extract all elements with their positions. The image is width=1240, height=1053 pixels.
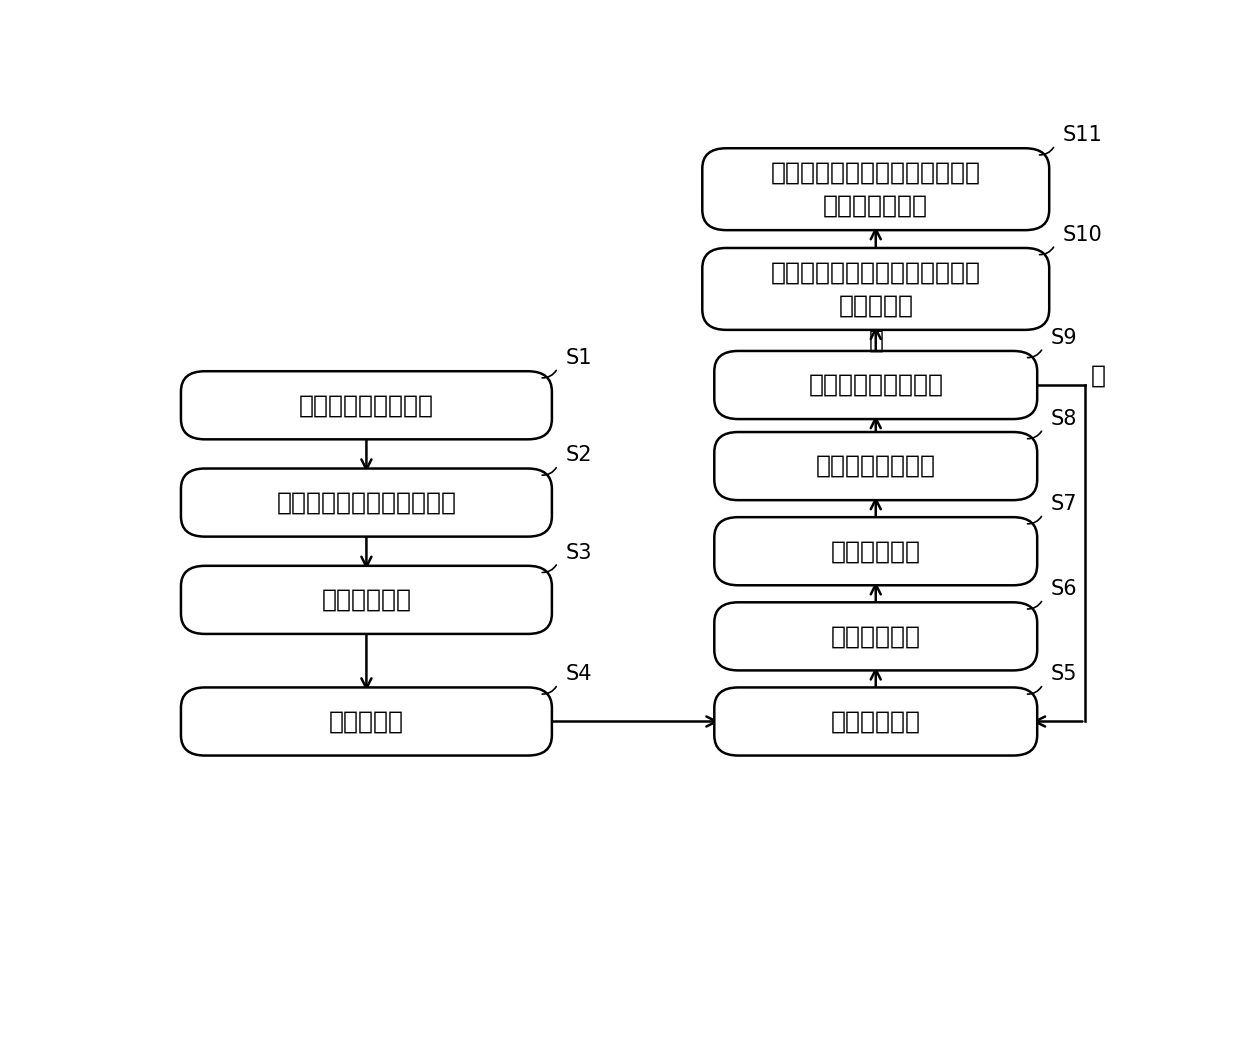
FancyBboxPatch shape [181, 688, 552, 756]
Text: 计算替代矩阵: 计算替代矩阵 [831, 624, 921, 649]
Text: 是: 是 [868, 329, 883, 353]
Text: S2: S2 [565, 445, 591, 465]
Text: 满足迭代终止条件么: 满足迭代终止条件么 [808, 373, 944, 397]
Text: 将数据序列转换为矩阵形式: 将数据序列转换为矩阵形式 [277, 491, 456, 515]
FancyBboxPatch shape [714, 602, 1037, 671]
Text: S7: S7 [1050, 494, 1078, 514]
Text: 计算更新矩阵: 计算更新矩阵 [831, 539, 921, 563]
Text: 计算残差矩阵: 计算残差矩阵 [831, 710, 921, 734]
Text: S8: S8 [1050, 409, 1078, 429]
FancyBboxPatch shape [702, 148, 1049, 231]
Text: S5: S5 [1050, 664, 1078, 684]
FancyBboxPatch shape [181, 372, 552, 439]
Text: S6: S6 [1050, 579, 1078, 599]
FancyBboxPatch shape [714, 351, 1037, 419]
Text: 结束迭代，得到滤除了噪声的功
率信号矩阵: 结束迭代，得到滤除了噪声的功 率信号矩阵 [771, 260, 981, 318]
FancyBboxPatch shape [181, 469, 552, 537]
FancyBboxPatch shape [181, 565, 552, 634]
Text: S1: S1 [565, 347, 591, 367]
Text: S9: S9 [1050, 327, 1078, 347]
FancyBboxPatch shape [714, 517, 1037, 585]
Text: S4: S4 [565, 664, 591, 684]
Text: S3: S3 [565, 542, 591, 562]
Text: S11: S11 [1063, 125, 1102, 145]
Text: 计算变换矩阵: 计算变换矩阵 [321, 588, 412, 612]
Text: 否: 否 [1091, 363, 1106, 388]
Text: 重新排列数据，得到滤除了脉冲
噪声的功率信号: 重新排列数据，得到滤除了脉冲 噪声的功率信号 [771, 160, 981, 218]
FancyBboxPatch shape [714, 432, 1037, 500]
Text: 输入实测的功率信号: 输入实测的功率信号 [299, 393, 434, 417]
Text: 迭代初始化: 迭代初始化 [329, 710, 404, 734]
Text: 计算迭代终止条件: 计算迭代终止条件 [816, 454, 936, 478]
FancyBboxPatch shape [702, 249, 1049, 330]
FancyBboxPatch shape [714, 688, 1037, 756]
Text: S10: S10 [1063, 224, 1102, 244]
